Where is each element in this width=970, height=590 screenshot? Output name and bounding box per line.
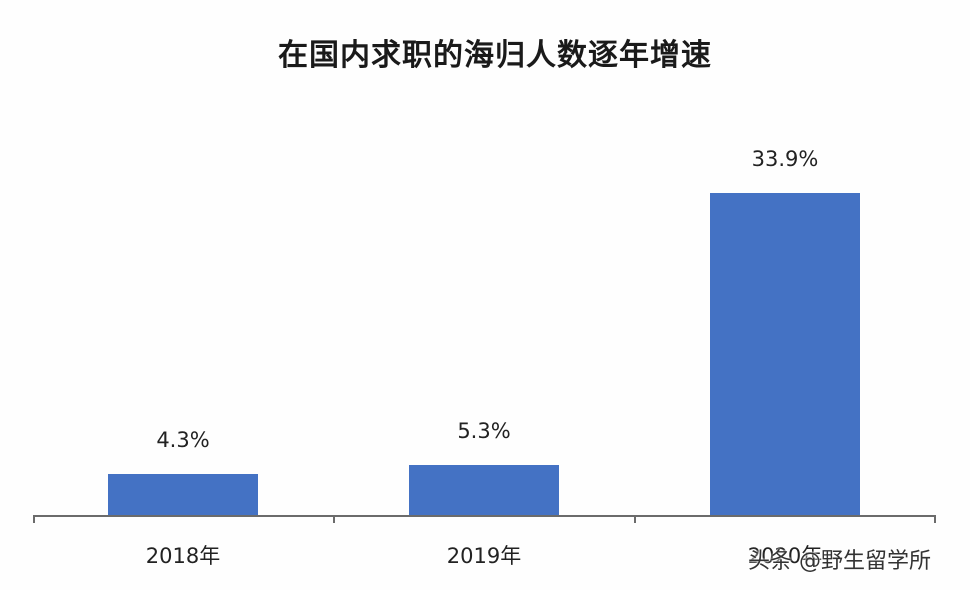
data-label-2018: 4.3% [156, 428, 210, 452]
x-axis-tick [934, 515, 936, 523]
category-label-2018: 2018年 [145, 544, 221, 568]
data-label-2020: 33.9% [751, 147, 819, 171]
category-label-2019: 2019年 [446, 544, 522, 568]
bar-2020 [710, 193, 860, 515]
bar-2019 [409, 465, 559, 515]
category-label-2020: 2020年 [747, 544, 823, 568]
data-label-2019: 5.3% [457, 419, 511, 443]
x-axis-tick [634, 515, 636, 523]
watermark: 头条 @野生留学所 [748, 549, 931, 574]
x-axis-tick [333, 515, 335, 523]
bar-2018 [108, 474, 258, 515]
x-axis-tick [33, 515, 35, 523]
x-axis-line [33, 515, 935, 517]
chart-title: 在国内求职的海归人数逐年增速 [278, 38, 712, 73]
